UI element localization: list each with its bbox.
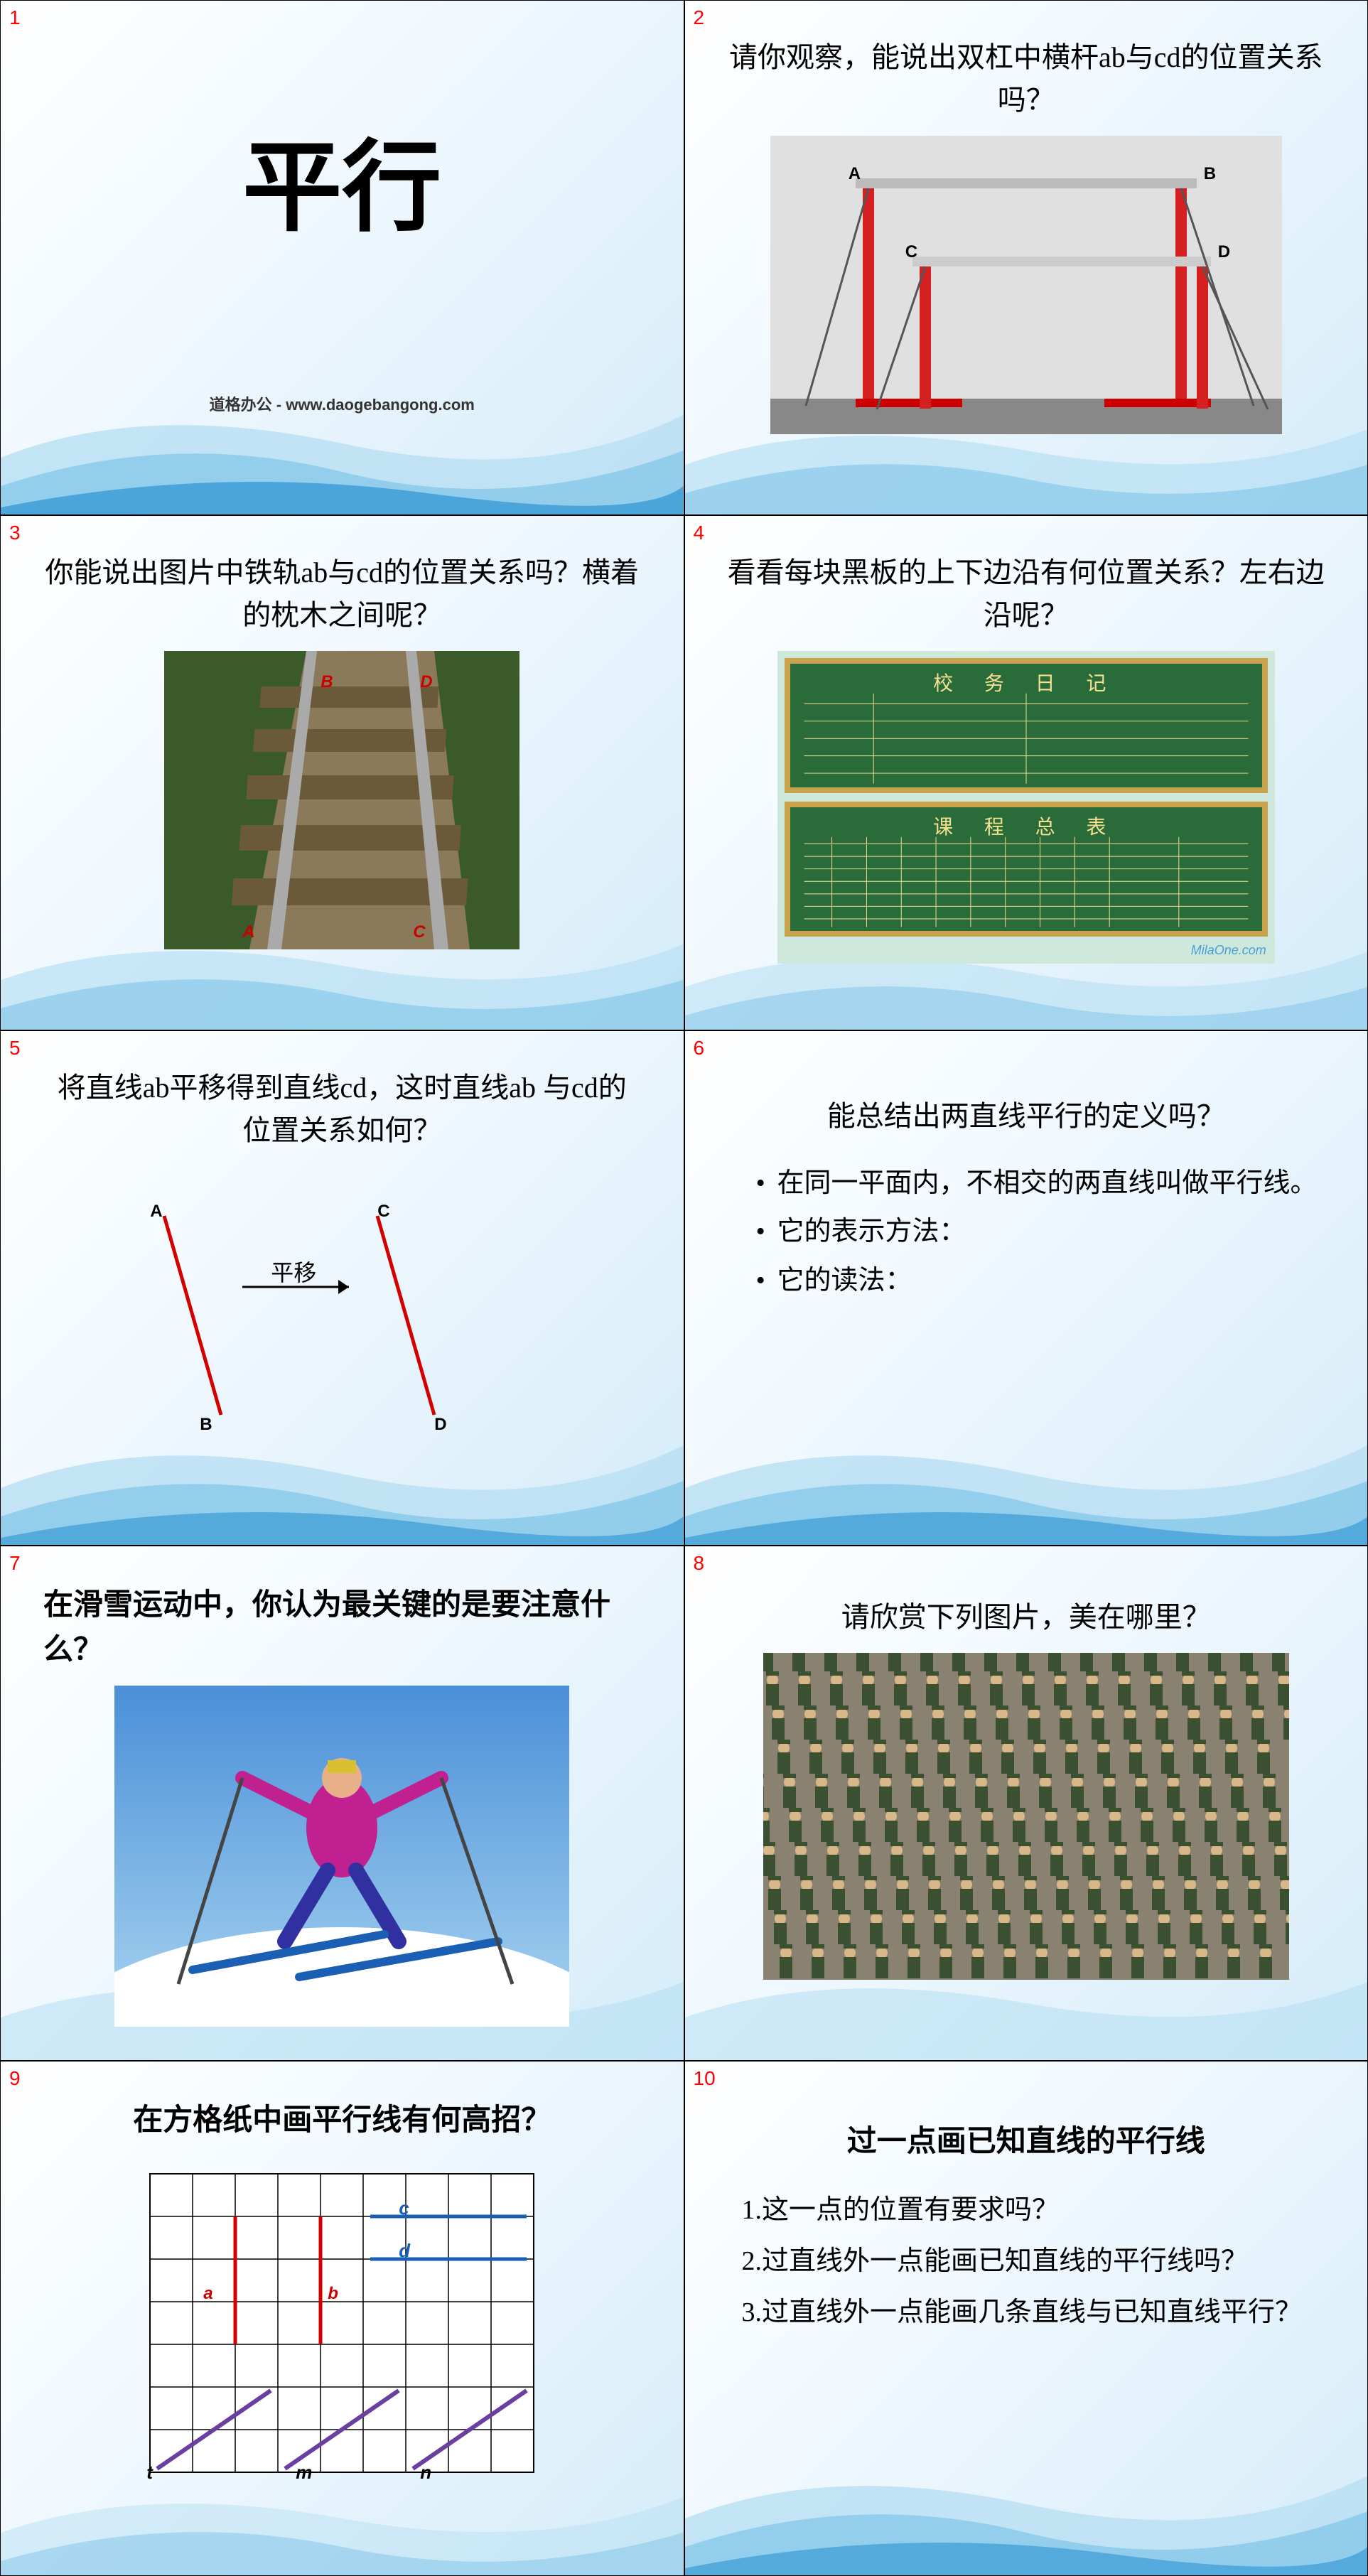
bullet-item: 它的读法： xyxy=(756,1256,1325,1305)
label-t: t xyxy=(146,2462,153,2484)
slide-1: 1 平行 道格办公 - www.daogebangong.com xyxy=(0,0,684,515)
slide-content: 能总结出两直线平行的定义吗？ 在同一平面内，不相交的两直线叫做平行线。 它的表示… xyxy=(685,1031,1368,1545)
slide-number: 5 xyxy=(9,1037,21,1060)
watermark: MilaOne.com xyxy=(1191,943,1266,958)
railway-figure: A B C D xyxy=(164,651,519,949)
label-c: C xyxy=(905,242,917,262)
label-c: c xyxy=(399,2197,409,2219)
slide-content: 在方格纸中画平行线有何高招？ xyxy=(1,2062,684,2575)
slide-heading: 在方格纸中画平行线有何高招？ xyxy=(43,2097,641,2142)
label-n: n xyxy=(420,2462,431,2484)
slide-number: 9 xyxy=(9,2067,21,2090)
slide-number: 8 xyxy=(694,1552,705,1575)
bullet-item: 在同一平面内，不相交的两直线叫做平行线。 xyxy=(756,1159,1325,1207)
slide-number: 3 xyxy=(9,522,21,544)
slide-2: 2 请你观察，能说出双杠中横杆ab与cd的位置关系吗？ xyxy=(684,0,1368,515)
label-a: A xyxy=(849,164,861,184)
label-b: B xyxy=(1204,164,1216,184)
slide-content: 看看每块黑板的上下边沿有何位置关系？左右边沿呢？ 校 务 日 记 课 程 总 表 xyxy=(685,516,1368,1030)
slide-heading: 在滑雪运动中，你认为最关键的是要注意什么？ xyxy=(43,1582,641,1671)
slide-number: 10 xyxy=(694,2067,716,2090)
label-m: m xyxy=(296,2462,312,2484)
slide-heading: 将直线ab平移得到直线cd，这时直线ab 与cd的位置关系如何？ xyxy=(43,1067,641,1152)
question-list: 1.这一点的位置有要求吗？ 2.过直线外一点能画已知直线的平行线吗？ 3.过直线… xyxy=(728,2184,1325,2339)
bullet-item: 它的表示方法： xyxy=(756,1207,1325,1256)
label-b: b xyxy=(328,2284,338,2304)
label-c: C xyxy=(377,1202,389,1222)
label-b: B xyxy=(321,672,333,692)
slide-9: 9 在方格纸中画平行线有何高招？ xyxy=(0,2061,684,2576)
list-item: 3.过直线外一点能画几条直线与已知直线平行？ xyxy=(742,2287,1325,2338)
slide-heading: 能总结出两直线平行的定义吗？ xyxy=(728,1095,1325,1138)
slide-number: 6 xyxy=(694,1037,705,1060)
slide-4: 4 看看每块黑板的上下边沿有何位置关系？左右边沿呢？ 校 务 日 记 课 程 总… xyxy=(684,515,1368,1030)
label-d: D xyxy=(1218,242,1230,262)
slide-number: 1 xyxy=(9,6,21,29)
label-a: A xyxy=(242,922,254,942)
slide-content: 平行 道格办公 - www.daogebangong.com xyxy=(1,1,684,514)
soldiers-figure xyxy=(763,1653,1289,1980)
slide-grid: 1 平行 道格办公 - www.daogebangong.com 2 请你观察，… xyxy=(0,0,1368,2576)
skiing-figure xyxy=(114,1686,569,2027)
slide-content: 在滑雪运动中，你认为最关键的是要注意什么？ xyxy=(1,1546,684,2060)
slide-heading: 请欣赏下列图片，美在哪里？ xyxy=(728,1596,1325,1639)
label-a: A xyxy=(150,1202,162,1222)
main-title: 平行 xyxy=(43,107,641,251)
slide-5: 5 将直线ab平移得到直线cd，这时直线ab 与cd的位置关系如何？ A B C… xyxy=(0,1030,684,1546)
slide-content: 将直线ab平移得到直线cd，这时直线ab 与cd的位置关系如何？ A B C D… xyxy=(1,1031,684,1545)
slide-heading: 过一点画已知直线的平行线 xyxy=(728,2118,1325,2163)
blackboard-1: 校 务 日 记 xyxy=(785,658,1268,793)
label-b: B xyxy=(200,1415,212,1435)
slide-8: 8 请欣赏下列图片，美在哪里？ xyxy=(684,1546,1368,2061)
list-item: 2.过直线外一点能画已知直线的平行线吗？ xyxy=(742,2236,1325,2287)
label-d: d xyxy=(399,2240,410,2262)
slide-content: 请欣赏下列图片，美在哪里？ xyxy=(685,1546,1368,2060)
blackboard-figure: 校 务 日 记 课 程 总 表 xyxy=(777,651,1275,964)
definition-list: 在同一平面内，不相交的两直线叫做平行线。 它的表示方法： 它的读法： xyxy=(728,1159,1325,1305)
slide-number: 2 xyxy=(694,6,705,29)
blackboard-2: 课 程 总 表 xyxy=(785,802,1268,937)
slide-number: 4 xyxy=(694,522,705,544)
slide-6: 6 能总结出两直线平行的定义吗？ 在同一平面内，不相交的两直线叫做平行线。 它的… xyxy=(684,1030,1368,1546)
list-item: 1.这一点的位置有要求吗？ xyxy=(742,2184,1325,2236)
label-d: D xyxy=(434,1415,446,1435)
label-d: D xyxy=(420,672,432,692)
translation-figure: A B C D 平移 xyxy=(93,1173,591,1457)
slide-content: 过一点画已知直线的平行线 1.这一点的位置有要求吗？ 2.过直线外一点能画已知直… xyxy=(685,2062,1368,2575)
slide-10: 10 过一点画已知直线的平行线 1.这一点的位置有要求吗？ 2.过直线外一点能画… xyxy=(684,2061,1368,2576)
footer-link: 道格办公 - www.daogebangong.com xyxy=(1,392,684,415)
slide-content: 请你观察，能说出双杠中横杆ab与cd的位置关系吗？ xyxy=(685,1,1368,514)
label-a: a xyxy=(203,2284,212,2304)
slide-3: 3 你能说出图片中铁轨ab与cd的位置关系吗？横着的枕木之间呢？ A B C D xyxy=(0,515,684,1030)
slide-heading: 请你观察，能说出双杠中横杆ab与cd的位置关系吗？ xyxy=(728,36,1325,122)
label-c: C xyxy=(413,922,425,942)
grid-paper-figure: a b c d t m n xyxy=(129,2163,555,2483)
slide-7: 7 在滑雪运动中，你认为最关键的是要注意什么？ xyxy=(0,1546,684,2061)
slide-heading: 看看每块黑板的上下边沿有何位置关系？左右边沿呢？ xyxy=(728,551,1325,637)
translate-label: 平移 xyxy=(271,1255,316,1288)
slide-content: 你能说出图片中铁轨ab与cd的位置关系吗？横着的枕木之间呢？ A B C D xyxy=(1,516,684,1030)
slide-heading: 你能说出图片中铁轨ab与cd的位置关系吗？横着的枕木之间呢？ xyxy=(43,551,641,637)
slide-number: 7 xyxy=(9,1552,21,1575)
parallel-bars-figure: A B C D xyxy=(770,136,1282,434)
